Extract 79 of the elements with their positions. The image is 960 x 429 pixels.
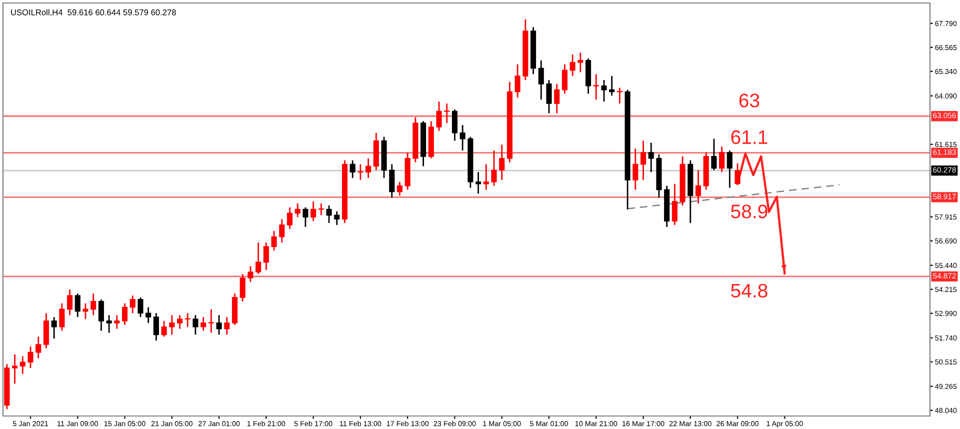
candlestick [632, 148, 638, 190]
candlestick [444, 102, 450, 124]
candlestick [279, 218, 285, 244]
candlestick [499, 144, 505, 181]
candlestick [176, 314, 183, 330]
candlestick [208, 308, 214, 334]
candlestick [695, 169, 702, 204]
candlestick [616, 87, 622, 104]
candlestick [648, 142, 654, 173]
candlestick [20, 356, 26, 375]
candlestick [12, 354, 18, 384]
candlestick [570, 54, 576, 77]
candlestick [302, 206, 308, 228]
candlestick [200, 316, 206, 332]
candlestick [256, 242, 262, 275]
candlestick [216, 314, 222, 336]
candlestick [640, 140, 646, 181]
candlestick [114, 314, 120, 330]
candlestick [192, 314, 198, 336]
candlestick [389, 164, 395, 198]
candlestick [310, 200, 316, 222]
candlestick [326, 204, 332, 224]
candlestick [719, 146, 725, 173]
candlestick [350, 160, 356, 179]
candlestick [562, 64, 568, 94]
candlestick [224, 316, 230, 336]
annotation: 63 [739, 94, 760, 108]
candlestick [554, 83, 560, 114]
candlestick [122, 302, 128, 326]
candlestick [240, 273, 246, 302]
candlestick [286, 206, 293, 230]
candlestick [263, 242, 269, 271]
candlestick [593, 73, 599, 100]
candlestick [366, 158, 372, 179]
candlestick [318, 202, 324, 216]
candlestick [138, 296, 144, 318]
candlestick [146, 306, 152, 324]
annotation: 58.9 [731, 204, 768, 218]
candlestick [734, 162, 740, 185]
candlestick [98, 298, 104, 332]
candlestick [578, 52, 584, 73]
candlestick [271, 230, 277, 252]
candlestick [36, 336, 42, 359]
candlestick [67, 288, 73, 316]
candlestick [460, 124, 466, 152]
candlestick [130, 294, 136, 314]
candlestick [334, 210, 340, 226]
candlestick [248, 265, 254, 282]
candlestick [169, 314, 175, 336]
candlestick [396, 181, 402, 196]
candlestick [483, 164, 489, 190]
candlestick [546, 79, 552, 114]
annotation: 54.8 [731, 284, 768, 298]
candlestick [51, 316, 57, 340]
candlestick [294, 202, 300, 218]
candlestick [672, 183, 678, 226]
candlestick [436, 100, 442, 132]
candlestick [106, 314, 112, 334]
candlestick [476, 171, 482, 194]
candlestick [514, 64, 520, 98]
candlestick [538, 60, 544, 100]
candlestick [358, 164, 364, 181]
candlestick [711, 138, 717, 171]
candlestick [28, 346, 34, 369]
candlestick [491, 150, 497, 186]
candlestick [90, 292, 96, 316]
candlestick [609, 75, 615, 96]
candlestick [601, 79, 607, 102]
candlestick [184, 312, 190, 328]
candlestick [161, 320, 167, 338]
annotation: 61.1 [731, 130, 768, 144]
candlestick [726, 150, 732, 188]
candlestick [153, 312, 159, 342]
candlestick [43, 312, 49, 350]
candlestick [82, 302, 88, 320]
candlestick [452, 108, 458, 142]
text: USOILRoll,H4 59.616 60.644 59.579 60.278 [11, 9, 176, 16]
candlestick [74, 292, 80, 318]
candlestick [59, 302, 65, 332]
